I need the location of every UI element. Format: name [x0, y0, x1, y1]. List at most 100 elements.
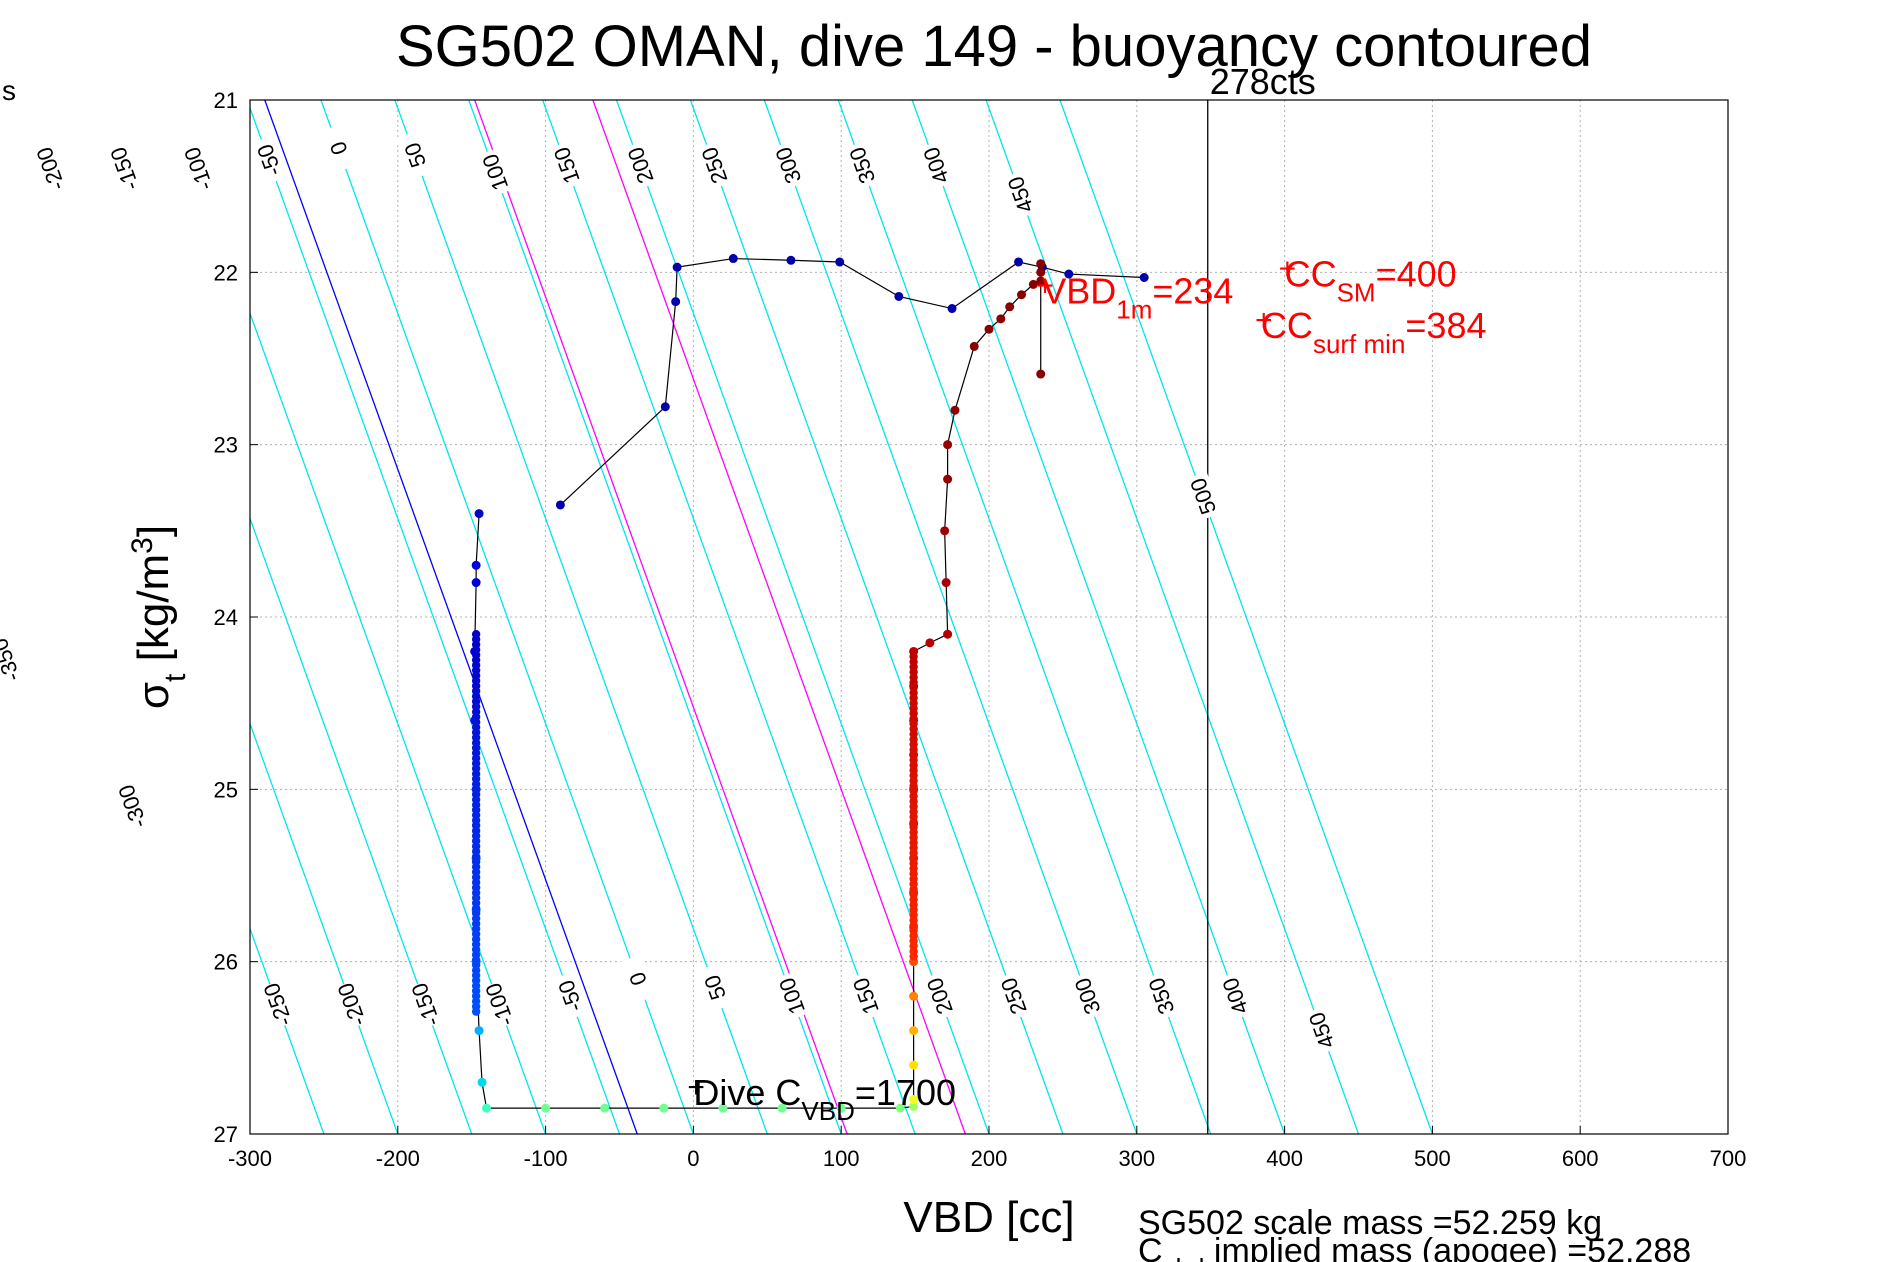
data-point [909, 1101, 919, 1111]
footer-scale-mass: SG502 scale mass =52.259 kg [1138, 1204, 1602, 1242]
x-tick-label: 500 [1414, 1146, 1451, 1171]
contour-label: -200 [332, 980, 370, 1030]
contour-label-bg [476, 147, 514, 198]
contour-line [0, 100, 28, 1134]
data-point [471, 560, 481, 570]
footer-implied-mass: Cvbd implied mass (apogee) =52.288 [1138, 1232, 1691, 1262]
footer-tail: implied mass (apogee) =52.288 [1204, 1232, 1691, 1262]
y-axis-label-sub: t [159, 673, 192, 682]
annotation-sub: surf min [1313, 329, 1405, 359]
contour-label-bg [695, 962, 734, 1013]
x-tick-label: 0 [687, 1146, 699, 1171]
contour-label-bg [1001, 170, 1039, 220]
contour-label-bg [332, 979, 370, 1030]
data-point [940, 526, 950, 536]
contour-label-bg [621, 140, 659, 191]
y-tick-label: 21 [214, 88, 238, 113]
contour-label-bg [31, 144, 69, 194]
contour-line [1059, 100, 1434, 1134]
annotation-tail: =384 [1405, 305, 1486, 346]
data-point [941, 578, 951, 588]
contour-label-bg [1302, 1005, 1340, 1056]
y-axis-label-close: ] [129, 525, 178, 537]
annotation-ccsm: CCSM=400 [1285, 253, 1457, 307]
contour-line [0, 100, 102, 1134]
contour-line [250, 311, 547, 1134]
data-point [1005, 302, 1015, 312]
ascent-point [909, 952, 918, 961]
data-point [659, 1103, 669, 1113]
data-series [470, 254, 1149, 1113]
data-point [1036, 369, 1046, 379]
contour-label-bg [250, 135, 288, 186]
contour-label-bg [406, 979, 444, 1030]
contour-line [250, 1132, 251, 1134]
contour-line [250, 516, 473, 1134]
annotation-divec: Dive CVBD=1700 [693, 1072, 956, 1126]
data-point [1139, 273, 1149, 283]
y-axis-label-main: σ [129, 682, 178, 709]
y-tick-label: 24 [214, 605, 238, 630]
x-tick-label: 400 [1266, 1146, 1303, 1171]
corner-label: s [2, 75, 16, 106]
annotation-marker: + [687, 1071, 705, 1104]
x-tick-label: 700 [1710, 1146, 1747, 1171]
annotation-marker: + [1036, 270, 1054, 303]
data-point [895, 1103, 905, 1113]
x-tick-label: 200 [971, 1146, 1008, 1171]
series-line-dive [474, 513, 914, 1109]
data-point [909, 991, 919, 1001]
contour-label-bg [843, 140, 881, 191]
y-tick-label: 27 [214, 1122, 238, 1147]
data-point [471, 578, 481, 588]
annotation-sub: VBD [801, 1096, 854, 1126]
data-point [909, 1026, 919, 1036]
annotations: 278cts+VBD1m=234+CCSM=400+CCsurf min=384… [687, 61, 1486, 1126]
contour-label-bg [772, 971, 811, 1021]
neutral-buoyancy-line [264, 100, 638, 1134]
annotation-marker: + [1279, 252, 1297, 285]
contour-label: -100 [179, 144, 217, 194]
data-point [1036, 259, 1046, 269]
contour-label-bg [258, 979, 297, 1030]
contour-label: -300 [113, 781, 151, 831]
annotation-main: VBD [1042, 271, 1116, 312]
contour-line [468, 100, 842, 1134]
data-point [672, 262, 682, 272]
y-tick-label: 23 [214, 433, 238, 458]
y-axis-label: σt [kg/m3] [126, 525, 192, 709]
y-tick-label: 26 [214, 950, 238, 975]
data-point [660, 402, 670, 412]
contour-label: -150 [105, 144, 143, 194]
descent-point [471, 1007, 481, 1016]
x-tick-label: -300 [228, 1146, 272, 1171]
data-point [1014, 257, 1024, 267]
data-point [894, 291, 904, 301]
series-line-climb [913, 263, 1042, 1100]
contour-label-bg [618, 954, 657, 1004]
buoyancy-contours [0, 100, 1434, 1134]
contour-label-bg [920, 971, 959, 1021]
data-point [600, 1103, 610, 1113]
contour-label: -350 [0, 635, 25, 685]
contour-label: -100 [480, 980, 518, 1030]
magenta-reference-line [474, 100, 848, 1134]
data-point [1064, 269, 1074, 279]
contour-label-bg [769, 140, 807, 191]
contour-label-bg [179, 144, 217, 194]
data-point [943, 629, 953, 639]
contour-label-bg [551, 971, 589, 1021]
data-point [718, 1103, 728, 1113]
data-point [947, 304, 957, 314]
annotation-main: CC [1285, 253, 1337, 294]
data-point [1017, 290, 1027, 300]
data-point [950, 405, 960, 415]
data-point [1028, 279, 1038, 289]
contour-line [250, 721, 399, 1134]
contour-label: -250 [259, 980, 297, 1030]
data-point [474, 1026, 484, 1036]
data-point [777, 1103, 787, 1113]
contour-line [250, 106, 621, 1134]
x-tick-label: 600 [1562, 1146, 1599, 1171]
